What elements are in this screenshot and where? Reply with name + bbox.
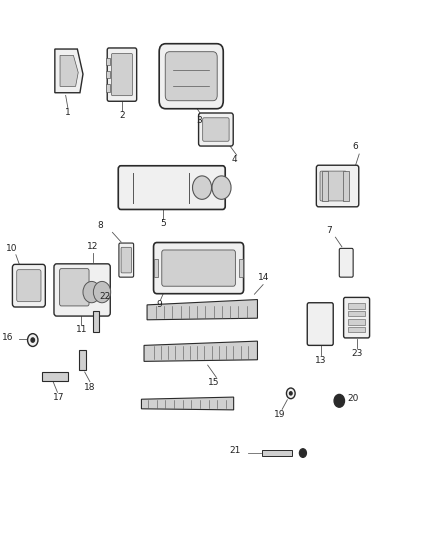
FancyBboxPatch shape	[17, 270, 41, 302]
Text: 23: 23	[352, 349, 363, 358]
Text: 18: 18	[84, 383, 95, 392]
Text: 14: 14	[258, 273, 270, 282]
FancyBboxPatch shape	[154, 243, 244, 294]
Bar	[348, 303, 365, 309]
Bar	[93, 311, 99, 332]
FancyBboxPatch shape	[162, 250, 235, 286]
Bar	[348, 319, 365, 325]
Circle shape	[93, 281, 111, 303]
FancyBboxPatch shape	[121, 247, 131, 273]
Bar	[262, 450, 292, 456]
Bar	[348, 327, 365, 332]
Bar	[348, 311, 365, 316]
Bar	[42, 372, 68, 381]
Text: 21: 21	[230, 447, 241, 455]
FancyBboxPatch shape	[118, 166, 225, 209]
Text: 8: 8	[97, 221, 103, 230]
Text: 4: 4	[231, 155, 237, 164]
Text: 20: 20	[347, 394, 358, 403]
FancyBboxPatch shape	[54, 264, 110, 316]
Text: 22: 22	[99, 292, 110, 301]
Circle shape	[28, 334, 38, 346]
Circle shape	[193, 176, 212, 199]
FancyBboxPatch shape	[60, 269, 89, 306]
Text: 13: 13	[315, 356, 327, 365]
FancyBboxPatch shape	[339, 248, 353, 277]
FancyBboxPatch shape	[198, 113, 233, 146]
Circle shape	[31, 338, 35, 342]
FancyBboxPatch shape	[316, 165, 359, 207]
FancyBboxPatch shape	[107, 48, 137, 101]
FancyBboxPatch shape	[159, 44, 223, 109]
Text: 2: 2	[119, 111, 125, 120]
Text: 3: 3	[196, 116, 202, 125]
Text: 17: 17	[53, 393, 64, 402]
FancyBboxPatch shape	[12, 264, 45, 307]
Polygon shape	[147, 300, 258, 320]
FancyBboxPatch shape	[112, 54, 132, 96]
Text: 7: 7	[326, 226, 332, 235]
Text: 9: 9	[157, 300, 162, 309]
Polygon shape	[144, 341, 258, 361]
Text: 6: 6	[353, 142, 359, 151]
Circle shape	[286, 388, 295, 399]
Bar	[106, 58, 110, 65]
Bar	[343, 171, 349, 200]
Bar	[106, 84, 110, 92]
Text: 5: 5	[160, 219, 166, 228]
Bar	[79, 350, 85, 370]
Text: 10: 10	[6, 244, 17, 253]
Polygon shape	[55, 49, 83, 93]
FancyBboxPatch shape	[119, 243, 134, 277]
FancyBboxPatch shape	[307, 303, 333, 345]
Text: 15: 15	[208, 378, 220, 387]
FancyBboxPatch shape	[165, 52, 217, 101]
Text: 12: 12	[87, 241, 99, 251]
Text: 19: 19	[274, 410, 286, 419]
Circle shape	[334, 394, 344, 407]
Polygon shape	[141, 397, 233, 410]
Bar	[239, 259, 243, 277]
FancyBboxPatch shape	[203, 118, 229, 141]
Bar	[154, 259, 158, 277]
Circle shape	[300, 449, 307, 457]
Text: 1: 1	[65, 108, 71, 117]
Text: 16: 16	[2, 334, 13, 342]
Circle shape	[212, 176, 231, 199]
Polygon shape	[60, 55, 78, 86]
FancyBboxPatch shape	[344, 297, 370, 338]
Bar	[321, 171, 328, 200]
Text: 11: 11	[75, 325, 87, 334]
FancyBboxPatch shape	[320, 171, 346, 201]
Circle shape	[290, 392, 292, 395]
Bar	[106, 71, 110, 78]
Circle shape	[83, 281, 100, 303]
